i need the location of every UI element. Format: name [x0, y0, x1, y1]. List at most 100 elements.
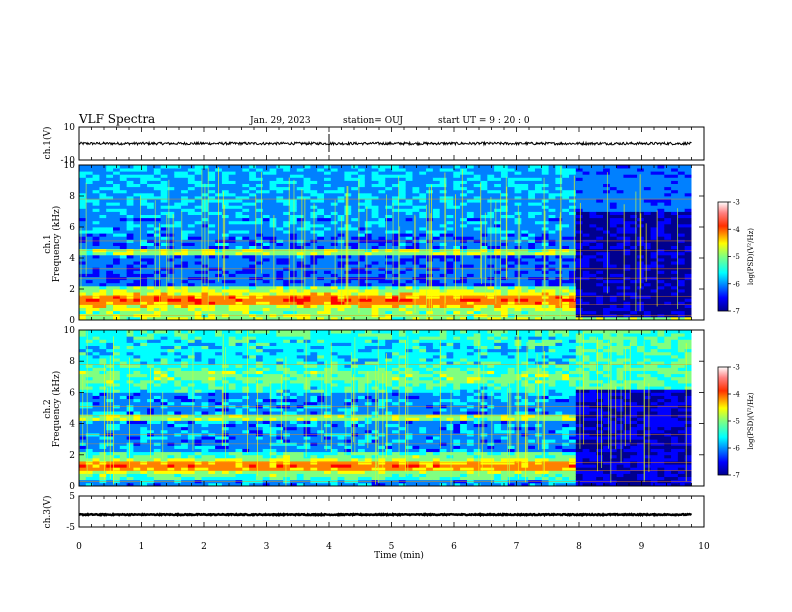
ch1-spec-cell: [330, 183, 339, 188]
ch1-spec-cell: [582, 220, 590, 225]
ch1-spec-cell: [555, 205, 563, 209]
ch1-spec-cell: [310, 199, 318, 203]
ch1-spec-cell: [153, 217, 162, 222]
ch1-spec-cell: [330, 205, 339, 209]
ch1-spec-cell: [310, 183, 318, 188]
ch1-spec-cell: [187, 261, 196, 265]
ch1-spec-cell: [242, 270, 250, 274]
ch1-spec-cell: [283, 192, 291, 197]
ch1-spec-cell: [181, 230, 189, 234]
ch1-spec-cell: [140, 168, 148, 172]
ch1-spec-cell: [609, 264, 618, 268]
ch1-spec-cell: [446, 264, 454, 268]
ch1-wave-ytick-label: 10: [64, 123, 76, 133]
ch1-spec-cell: [113, 307, 121, 312]
ch1-spec-cell: [562, 196, 570, 200]
ch1-spec-cell: [106, 177, 114, 181]
ch1-spec-cell: [160, 261, 168, 265]
ch1-spec-cell: [106, 301, 114, 305]
ch1-spec-cell: [671, 227, 679, 231]
ch1-spec-cell: [405, 261, 413, 265]
ch1-spec-cell: [603, 211, 611, 215]
ch1-spec-cell: [630, 245, 638, 250]
ch1-spec-cell: [664, 301, 672, 305]
ch1-spec-cell: [385, 233, 393, 237]
ch1-spec-cell: [405, 245, 413, 250]
ch1-spec-cell: [507, 316, 515, 321]
ch1-spec-cell: [657, 230, 665, 234]
ch1-spec-cell: [385, 279, 393, 284]
ch1-spec-cell: [242, 236, 250, 240]
ch1-spec-cell: [473, 261, 481, 265]
ch1-spec-cell: [569, 174, 577, 178]
ch1-spec-cell: [426, 242, 434, 246]
ch1-spec-cell: [534, 236, 543, 240]
ch1-spec-cell: [453, 316, 461, 321]
ch1-spec-cell: [582, 186, 590, 191]
ch1-spec-cell: [609, 310, 618, 315]
ch1-spec-cell: [657, 220, 665, 225]
ch1-spec-cell: [650, 298, 658, 302]
ch1-spec-cell: [160, 202, 168, 206]
ch1-spec-cell: [548, 171, 556, 175]
ch1-spec-cell: [364, 233, 373, 237]
ch1-spec-cell: [473, 254, 481, 259]
ch1-spec-cell: [405, 202, 413, 206]
ch1-spec-cell: [208, 282, 216, 287]
ch1-spec-cell: [528, 279, 536, 284]
ch1-spec-cell: [521, 196, 529, 200]
ch1-spec-cell: [460, 307, 468, 312]
ch1-spec-cell: [133, 261, 141, 265]
ch1-spec-cell: [126, 230, 134, 234]
ch1-spec-cell: [358, 316, 366, 321]
ch1-spec-cell: [432, 211, 441, 215]
ch1-spec-cell: [255, 220, 264, 225]
ch1-spec-cell: [140, 301, 148, 305]
ch1-spec-cell: [228, 214, 236, 219]
ch1-spec-cell: [500, 220, 509, 225]
ch1-spec-cell: [126, 192, 134, 197]
ch1-spec-cell: [344, 177, 352, 181]
ch1-spec-cell: [378, 227, 386, 231]
ch1-spec-cell: [99, 270, 107, 274]
ch1-spec-cell: [181, 211, 189, 215]
ch1-spec-cell: [228, 279, 236, 284]
ch1-spec-cell: [324, 214, 332, 219]
ch1-spec-cell: [398, 258, 407, 262]
ch1-spec-cell: [609, 282, 618, 287]
ch1-spec-cell: [113, 223, 121, 228]
ch1-spec-cell: [303, 233, 311, 237]
ch1-spec-cell: [235, 270, 243, 274]
ch1-spec-cell: [249, 292, 257, 296]
ch1-spec-cell: [317, 196, 325, 200]
ch1-spec-cell: [562, 171, 570, 175]
ch2-spec-cell: [79, 354, 87, 359]
ch1-spec-cell: [548, 211, 556, 215]
ch1-spec-cell: [528, 316, 536, 321]
ch1-spec-cell: [657, 251, 665, 256]
ch1-spec-cell: [358, 189, 366, 194]
ch1-spec-cell: [582, 177, 590, 181]
ch1-spec-cell: [106, 304, 114, 308]
ch1-spec-cell: [249, 220, 257, 225]
ch1-spec-cell: [255, 223, 264, 228]
ch1-spec-cell: [310, 186, 318, 191]
ch1-spec-cell: [603, 192, 611, 197]
ch1-spec-cell: [569, 316, 577, 321]
ch1-spec-cell: [534, 183, 543, 188]
ch1-spec-cell: [460, 214, 468, 219]
ch1-spec-cell: [276, 202, 284, 206]
ch1-spec-cell: [500, 307, 509, 312]
ch1-spec-cell: [153, 171, 162, 175]
ch1-spec-cell: [194, 261, 202, 265]
ch1-spec-cell: [528, 174, 536, 178]
ch1-spec-cell: [426, 264, 434, 268]
ch1-spec-cell: [276, 205, 284, 209]
ch1-spec-cell: [371, 211, 379, 215]
ch1-spec-cell: [439, 282, 447, 287]
ch1-spec-cell: [480, 233, 488, 237]
ch1-spec-cell: [453, 307, 461, 312]
ch1-spec-cell: [426, 245, 434, 250]
ch1-spec-cell: [398, 220, 407, 225]
ch2-spec-cell: [99, 408, 107, 412]
